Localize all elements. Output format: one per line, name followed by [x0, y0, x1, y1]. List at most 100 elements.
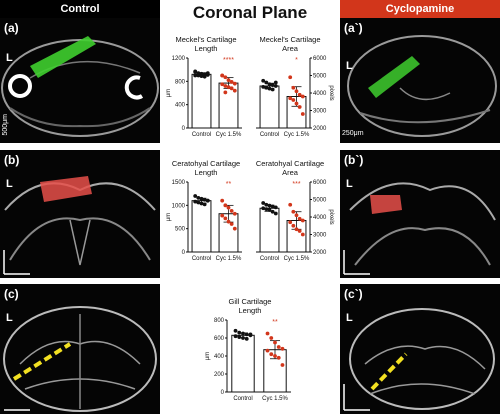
- y-tick-label: 4000: [313, 215, 327, 221]
- data-point: [261, 206, 266, 211]
- data-point: [261, 201, 266, 205]
- data-point: [196, 200, 201, 205]
- data-point: [280, 346, 285, 351]
- data-point: [193, 73, 198, 78]
- y-tick-label: 2000: [313, 126, 327, 132]
- data-point: [232, 226, 237, 231]
- significance-label: **: [226, 181, 232, 188]
- y-tick-label: 600: [214, 336, 225, 342]
- data-point: [291, 98, 296, 102]
- significance-label: **: [272, 319, 278, 326]
- data-point: [233, 328, 238, 333]
- y-tick-label: 5000: [313, 198, 327, 204]
- data-point: [193, 69, 198, 74]
- data-point: [229, 86, 234, 91]
- data-point: [199, 196, 204, 201]
- x-tick-label: Control: [233, 396, 252, 402]
- data-point: [280, 363, 285, 367]
- y-tick-label: 5000: [313, 74, 327, 80]
- data-point: [294, 227, 299, 232]
- bar: [191, 200, 212, 253]
- y-tick-label: 0: [182, 250, 186, 256]
- data-point: [202, 202, 207, 207]
- data-point: [199, 201, 204, 206]
- data-point: [264, 80, 269, 85]
- data-point: [264, 207, 269, 212]
- data-point: [300, 218, 305, 223]
- y-tick-label: 1200: [172, 56, 186, 62]
- data-point: [273, 340, 277, 345]
- data-point: [237, 330, 242, 335]
- data-point: [241, 331, 245, 336]
- data-point: [265, 348, 270, 353]
- x-tick-label: Control: [192, 132, 211, 138]
- data-point: [291, 85, 296, 90]
- data-point: [270, 209, 275, 214]
- y-tick-label: 500: [175, 227, 186, 233]
- panel-c: (c) L: [0, 284, 160, 414]
- data-point: [273, 211, 278, 216]
- data-point: [270, 87, 275, 92]
- data-point: [294, 101, 299, 106]
- panel-a-prime-image: [347, 35, 497, 137]
- data-point: [294, 89, 299, 94]
- panel-label: (a): [4, 21, 19, 35]
- panel-c-prime: (c`) L: [340, 284, 500, 414]
- data-point: [193, 194, 198, 198]
- data-point: [273, 354, 277, 358]
- data-point: [220, 73, 225, 78]
- data-point: [261, 84, 266, 89]
- data-point: [297, 105, 302, 109]
- bar: [231, 334, 255, 393]
- data-point: [270, 83, 275, 88]
- control-header: Control: [0, 0, 160, 18]
- y-tick-label: 4000: [313, 91, 327, 97]
- data-point: [267, 82, 272, 87]
- y-tick-label: 3000: [313, 233, 327, 239]
- chart-title: Meckel's Cartilage: [175, 35, 236, 44]
- panel-a-image: [1, 36, 159, 137]
- data-point: [291, 209, 296, 214]
- x-tick-label: Cyc 1.5%: [284, 132, 310, 138]
- chart-title: Length: [239, 306, 262, 315]
- significance-label: ****: [223, 57, 234, 64]
- chart-title: Length: [195, 168, 218, 177]
- y-tick-label: 800: [214, 318, 225, 324]
- side-marker: L: [346, 60, 353, 72]
- data-point: [205, 71, 210, 76]
- panel-b-prime-image: [343, 182, 496, 275]
- chart-title: Ceratohyal Cartilage: [172, 159, 240, 168]
- data-point: [226, 205, 231, 210]
- data-point: [265, 331, 270, 336]
- data-point: [199, 74, 204, 78]
- data-point: [196, 73, 201, 78]
- data-point: [267, 208, 272, 212]
- y-tick-label: 2000: [313, 250, 327, 256]
- data-point: [300, 112, 305, 116]
- bar: [259, 85, 280, 129]
- panel-b-prime: (b`) L: [340, 150, 500, 278]
- chart-title: Area: [282, 168, 299, 177]
- side-marker: L: [346, 178, 353, 190]
- data-point: [223, 216, 228, 221]
- y-axis-label: μm: [166, 89, 172, 97]
- data-point: [229, 80, 234, 84]
- data-point: [220, 198, 225, 203]
- data-point: [223, 203, 228, 208]
- y-axis-label: pixels: [328, 209, 334, 224]
- panel-b: (b) L: [0, 150, 160, 278]
- data-point: [267, 203, 272, 208]
- chart-title: Gill Cartilage: [229, 297, 272, 306]
- data-point: [248, 332, 253, 337]
- side-marker: L: [6, 52, 13, 64]
- y-tick-label: 6000: [313, 180, 327, 186]
- side-marker: L: [346, 312, 353, 324]
- panel-label: (b): [4, 153, 20, 167]
- chart-title: Length: [195, 44, 218, 53]
- scale-bar-label: 500μm: [2, 114, 9, 136]
- data-point: [297, 229, 302, 233]
- data-point: [205, 198, 210, 203]
- x-tick-label: Cyc 1.5%: [262, 396, 288, 402]
